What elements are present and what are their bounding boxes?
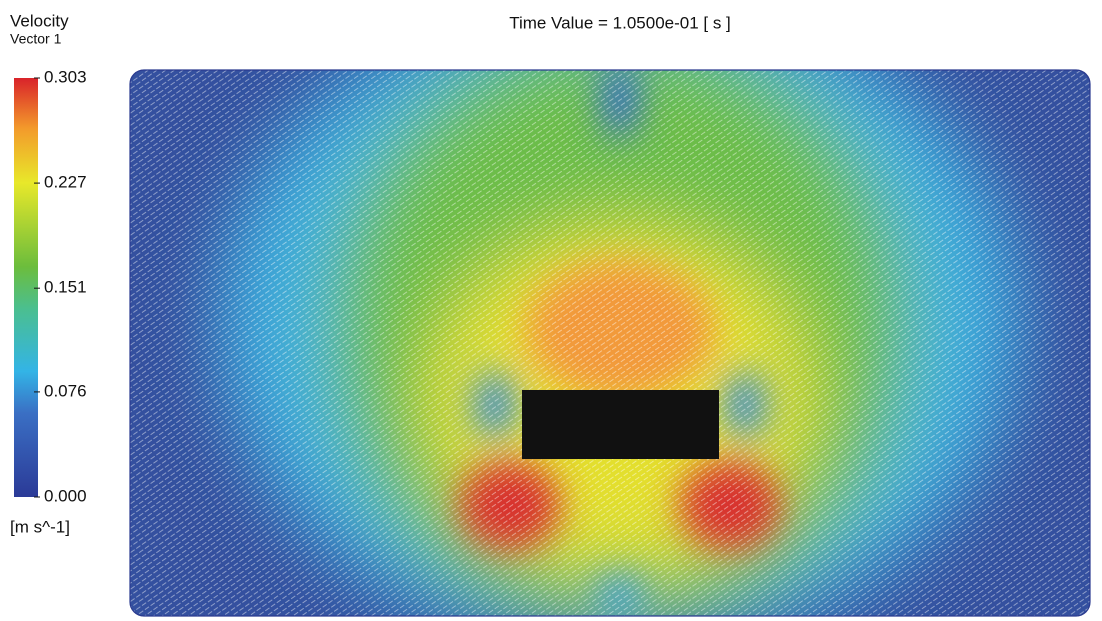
colorbar-tick-label: 0.076 <box>44 381 87 400</box>
obstacle <box>522 390 719 459</box>
legend-subtitle: Vector 1 <box>10 31 62 47</box>
domain-outline <box>129 69 1091 617</box>
colorbar-tick-label: 0.227 <box>44 173 87 192</box>
colorbar-tick-label: 0.303 <box>44 67 87 86</box>
colorbar <box>14 78 38 497</box>
colorbar-tick-label: 0.000 <box>44 486 87 505</box>
time-title: Time Value = 1.0500e-01 [ s ] <box>509 13 731 32</box>
vector-field <box>130 70 1090 616</box>
legend-unit: [m s^-1] <box>10 517 70 536</box>
legend-title: Velocity <box>10 11 69 30</box>
colorbar-ticks: 0.303 0.227 0.151 0.076 0.000 <box>34 67 87 505</box>
colorbar-tick-label: 0.151 <box>44 278 87 297</box>
